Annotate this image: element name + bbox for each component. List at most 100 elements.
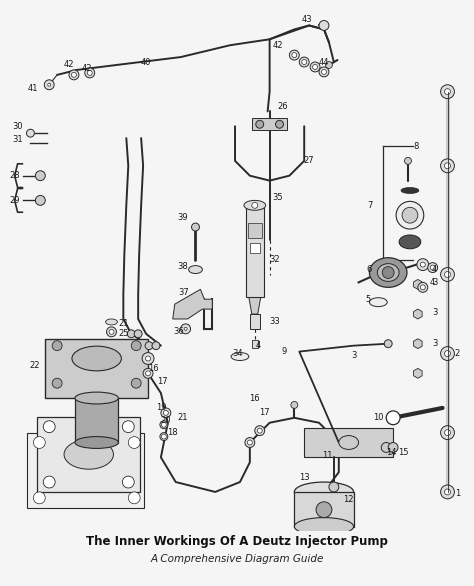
Circle shape — [329, 482, 339, 492]
Circle shape — [417, 258, 428, 271]
Text: 31: 31 — [12, 135, 23, 144]
Bar — [250, 314, 260, 329]
Circle shape — [388, 442, 398, 452]
Text: 44: 44 — [319, 57, 329, 67]
Circle shape — [146, 371, 151, 376]
Circle shape — [152, 342, 160, 350]
Circle shape — [69, 70, 79, 80]
Text: 7: 7 — [368, 201, 373, 210]
Circle shape — [134, 330, 142, 338]
Circle shape — [275, 120, 283, 128]
Circle shape — [85, 68, 95, 78]
Circle shape — [313, 64, 318, 69]
Text: 39: 39 — [177, 213, 188, 222]
Circle shape — [445, 489, 450, 495]
Text: 42: 42 — [82, 64, 92, 73]
Circle shape — [44, 80, 54, 90]
Text: 27: 27 — [304, 156, 314, 165]
Circle shape — [143, 369, 153, 379]
Circle shape — [441, 268, 455, 281]
Ellipse shape — [377, 264, 399, 281]
Circle shape — [128, 437, 140, 448]
Ellipse shape — [189, 265, 202, 274]
Text: 35: 35 — [272, 193, 283, 202]
Text: 4: 4 — [432, 265, 438, 274]
Text: 42: 42 — [272, 40, 283, 50]
Text: 21: 21 — [118, 319, 128, 328]
Circle shape — [43, 421, 55, 432]
Text: 22: 22 — [29, 361, 40, 370]
Text: 10: 10 — [373, 413, 383, 423]
Circle shape — [87, 70, 92, 76]
Circle shape — [160, 432, 168, 441]
Circle shape — [445, 430, 450, 435]
Text: 34: 34 — [233, 349, 243, 358]
Circle shape — [122, 421, 134, 432]
Text: 41: 41 — [27, 84, 37, 93]
Circle shape — [142, 353, 154, 364]
Text: 17: 17 — [157, 377, 168, 386]
Circle shape — [302, 60, 307, 64]
Circle shape — [252, 202, 258, 208]
Text: 13: 13 — [299, 472, 310, 482]
Circle shape — [299, 57, 309, 67]
Circle shape — [52, 340, 62, 350]
Bar — [304, 428, 393, 457]
Ellipse shape — [369, 258, 407, 287]
Text: 17: 17 — [259, 408, 270, 417]
Circle shape — [181, 324, 191, 334]
Circle shape — [402, 207, 418, 223]
Text: The Inner Workings Of A Deutz Injector Pump: The Inner Workings Of A Deutz Injector P… — [86, 535, 388, 548]
Circle shape — [326, 62, 332, 69]
Circle shape — [146, 356, 151, 361]
Bar — [252, 118, 287, 130]
Bar — [294, 492, 354, 526]
Bar — [27, 432, 144, 507]
Circle shape — [122, 476, 134, 488]
Bar — [246, 208, 264, 297]
Ellipse shape — [75, 392, 118, 404]
Text: 1: 1 — [455, 489, 460, 499]
Polygon shape — [414, 369, 422, 379]
Circle shape — [319, 21, 329, 30]
Circle shape — [128, 330, 135, 338]
Text: 3: 3 — [432, 308, 438, 316]
Circle shape — [255, 425, 264, 435]
Circle shape — [245, 438, 255, 448]
Circle shape — [428, 263, 438, 272]
Polygon shape — [414, 309, 422, 319]
Circle shape — [128, 492, 140, 504]
Circle shape — [445, 163, 450, 169]
Circle shape — [396, 202, 424, 229]
Circle shape — [418, 282, 428, 292]
Circle shape — [109, 329, 114, 334]
Circle shape — [430, 265, 435, 270]
Circle shape — [290, 50, 299, 60]
Circle shape — [445, 350, 450, 356]
Ellipse shape — [106, 319, 118, 325]
Bar — [248, 223, 262, 238]
Circle shape — [319, 67, 329, 77]
Text: A Comprehensive Diagram Guide: A Comprehensive Diagram Guide — [150, 554, 324, 564]
Ellipse shape — [369, 298, 387, 306]
Polygon shape — [249, 297, 261, 314]
Circle shape — [420, 285, 425, 290]
Circle shape — [310, 62, 320, 72]
Ellipse shape — [72, 346, 121, 371]
Circle shape — [161, 408, 171, 418]
Text: 18: 18 — [167, 428, 178, 437]
Circle shape — [33, 492, 46, 504]
Ellipse shape — [75, 437, 118, 448]
Ellipse shape — [294, 482, 354, 502]
Text: 3: 3 — [432, 278, 438, 287]
Text: 20: 20 — [161, 416, 171, 425]
Ellipse shape — [401, 188, 419, 193]
Ellipse shape — [399, 235, 421, 249]
Text: 26: 26 — [277, 102, 288, 111]
Circle shape — [291, 401, 298, 408]
Circle shape — [52, 379, 62, 388]
Text: 5: 5 — [366, 295, 371, 304]
Ellipse shape — [244, 200, 265, 210]
Text: 19: 19 — [155, 403, 166, 413]
Text: 21: 21 — [177, 413, 188, 423]
